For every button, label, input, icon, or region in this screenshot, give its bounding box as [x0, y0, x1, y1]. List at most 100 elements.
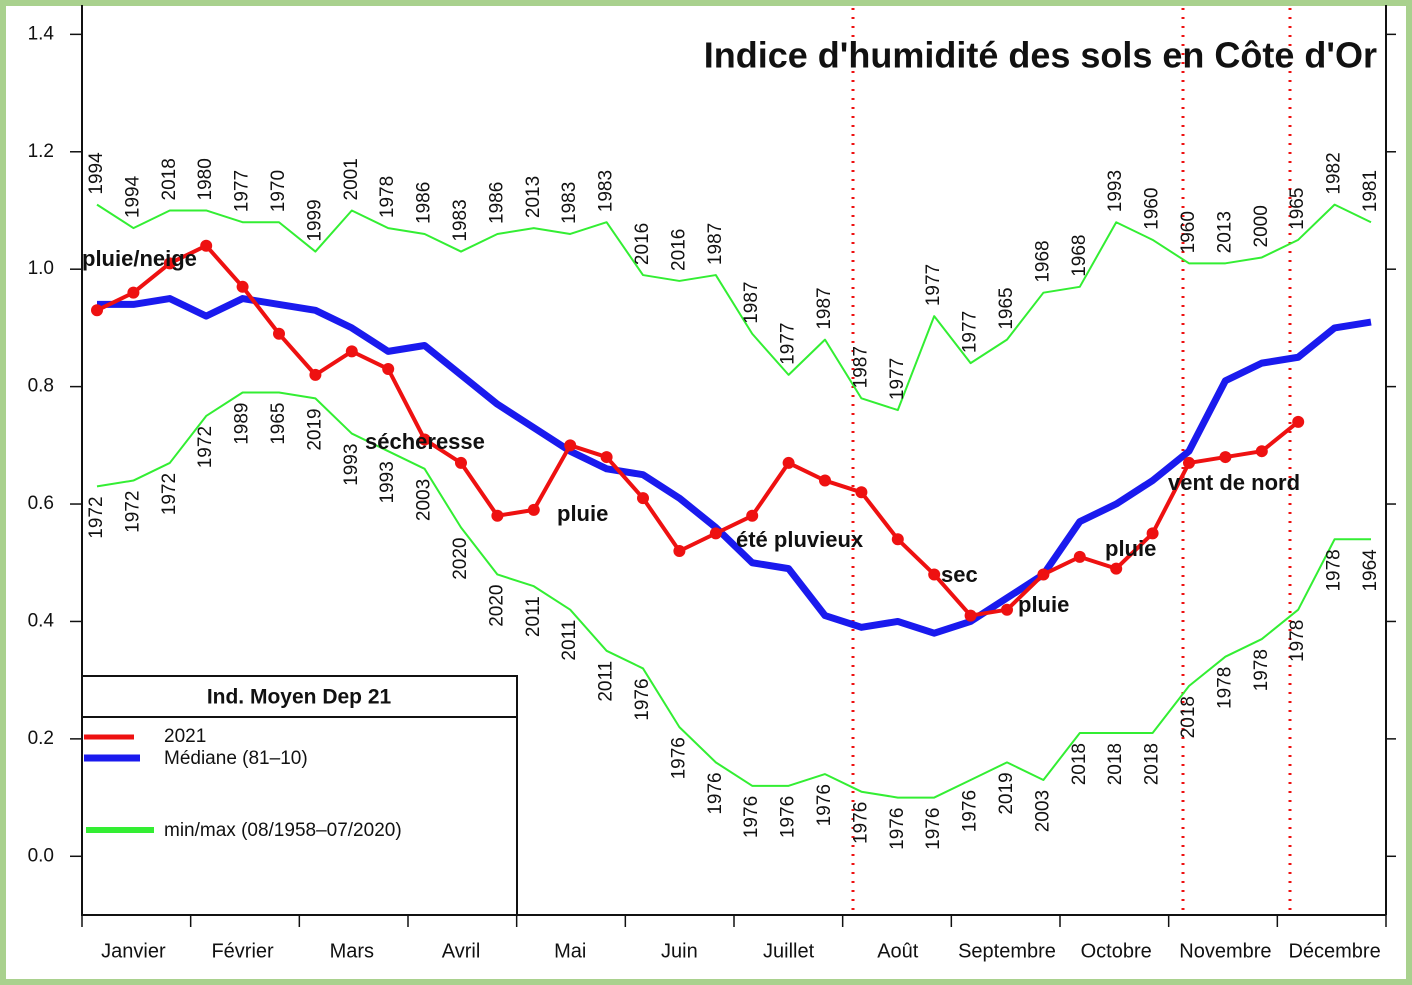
- min-year: 2018: [1105, 743, 1126, 785]
- point: [455, 456, 467, 469]
- min-year: 1972: [86, 496, 107, 538]
- min-year: 2019: [304, 408, 325, 450]
- min-year: 1978: [1214, 667, 1235, 709]
- point: [1073, 550, 1086, 563]
- annotation: pluie: [1105, 536, 1156, 561]
- min-year: 1972: [159, 473, 180, 515]
- point: [1219, 451, 1232, 464]
- x-tick-label: Octobre: [1081, 940, 1152, 962]
- min-year: 1976: [778, 796, 799, 838]
- min-year: 2018: [1178, 696, 1199, 738]
- series-line: [96, 243, 1300, 618]
- max-year: 1968: [1032, 240, 1053, 282]
- y-tick-label: 1.4: [28, 23, 55, 44]
- min-line: [96, 391, 1371, 799]
- max-year: 1977: [232, 170, 253, 212]
- x-tick-label: Novembre: [1179, 940, 1271, 962]
- x-tick-label: Janvier: [101, 940, 166, 962]
- min-year: 1993: [341, 444, 362, 486]
- max-year: 1987: [850, 346, 871, 388]
- min-year: 1978: [1251, 649, 1272, 691]
- min-year: 1976: [960, 790, 981, 832]
- min-year: 1976: [923, 808, 944, 850]
- max-year: 2018: [159, 158, 180, 200]
- min-year: 1976: [850, 802, 871, 844]
- max-year: 1968: [1069, 235, 1090, 277]
- max-year: 1977: [887, 358, 908, 400]
- min-year: 1978: [1287, 620, 1308, 662]
- y-tick-label: 0.6: [28, 493, 54, 514]
- min-year: 1964: [1360, 549, 1381, 592]
- min-year: 1976: [668, 737, 689, 779]
- annotation: vent de nord: [1168, 470, 1300, 495]
- min-year: 1993: [377, 461, 398, 503]
- max-year: 1986: [414, 182, 435, 224]
- min-year: 1972: [122, 491, 143, 533]
- point: [236, 280, 249, 293]
- min-year: 1989: [232, 402, 253, 444]
- max-year: 1994: [86, 152, 107, 195]
- max-year: 1965: [1287, 188, 1308, 230]
- legend-label: min/max (08/1958–07/2020): [164, 820, 402, 841]
- min-year: 2018: [1142, 743, 1163, 785]
- max-year: 1982: [1324, 152, 1345, 194]
- point: [564, 439, 577, 452]
- max-year: 1983: [596, 170, 617, 212]
- point: [673, 545, 686, 557]
- point: [309, 368, 322, 381]
- min-year: 2003: [414, 479, 435, 521]
- point: [1146, 527, 1159, 540]
- min-year: 1976: [814, 784, 835, 826]
- x-tick-label: Février: [211, 940, 274, 962]
- y-tick-label: 0.8: [28, 376, 54, 397]
- y-tick-label: 1.0: [28, 258, 54, 279]
- point: [709, 527, 722, 540]
- annotation: pluie/neige: [82, 246, 197, 271]
- point: [1037, 568, 1050, 581]
- max-year: 1983: [559, 182, 580, 224]
- point: [491, 509, 504, 522]
- min-year: 2020: [450, 538, 471, 580]
- max-line: [96, 203, 1372, 412]
- point: [1110, 562, 1123, 575]
- point: [637, 492, 649, 505]
- x-tick-label: Août: [877, 940, 919, 962]
- max-year: 1978: [377, 176, 398, 218]
- min-year: 1965: [268, 402, 289, 444]
- point: [600, 451, 613, 464]
- annotation: pluie: [1018, 592, 1069, 617]
- min-year: 1976: [741, 796, 762, 838]
- max-year: 1960: [1142, 188, 1163, 230]
- max-year: 1981: [1360, 170, 1381, 212]
- point: [127, 286, 140, 299]
- max-year: 1965: [996, 287, 1017, 329]
- max-year: 2000: [1251, 205, 1272, 247]
- max-year: 1987: [705, 223, 726, 265]
- point: [782, 456, 795, 469]
- min-year: 1976: [632, 678, 653, 720]
- series-line: [97, 295, 1372, 637]
- point: [418, 433, 431, 446]
- max-year: 1970: [268, 170, 289, 212]
- point: [91, 304, 103, 317]
- min-year: 1976: [887, 808, 908, 850]
- min-year: 2020: [486, 584, 507, 626]
- min-year: 1972: [195, 426, 216, 468]
- max-year: 2013: [523, 176, 544, 218]
- x-tick-label: Juin: [661, 940, 698, 962]
- annotation: sécheresse: [365, 429, 485, 454]
- min-year: 2019: [996, 772, 1017, 814]
- legend-box: [81, 675, 518, 916]
- min-year: 1976: [705, 772, 726, 814]
- legend-label: 2021: [164, 726, 206, 747]
- chart-title: Indice d'humidité des sols en Côte d'Or: [704, 35, 1377, 76]
- point: [746, 509, 759, 522]
- y-tick-label: 0.4: [28, 610, 55, 631]
- y-tick-label: 1.2: [28, 141, 54, 162]
- y-tick-label: 0.0: [28, 845, 54, 866]
- x-tick-label: Septembre: [958, 940, 1056, 962]
- y-tick-label: 0.2: [28, 728, 54, 749]
- point: [200, 239, 213, 252]
- max-year: 1960: [1178, 211, 1199, 253]
- x-tick-label: Décembre: [1288, 940, 1380, 962]
